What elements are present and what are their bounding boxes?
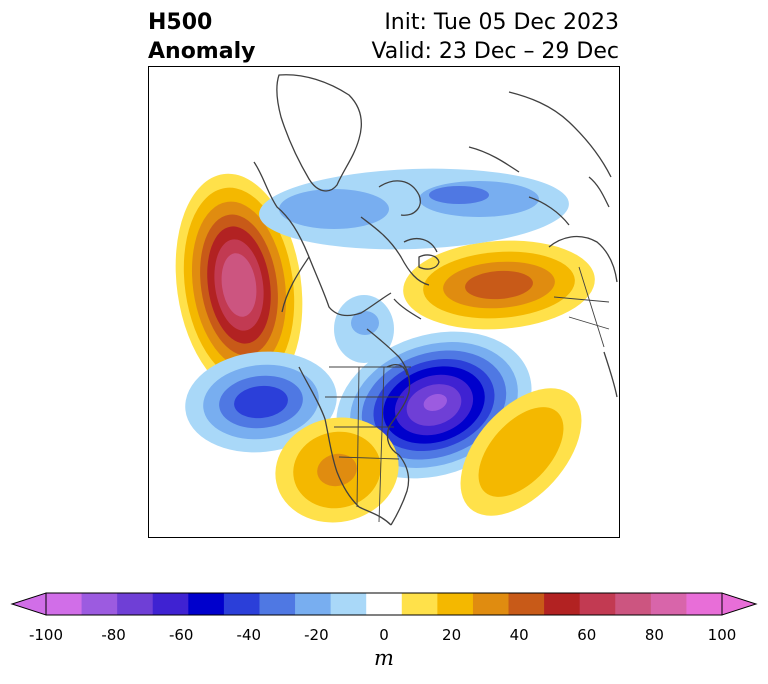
colorbar-segment [295, 593, 332, 615]
anomaly-map [175, 74, 618, 526]
colorbar-segment [579, 593, 616, 615]
title-init-date: Init: Tue 05 Dec 2023 [384, 10, 619, 35]
colorbar-segment [81, 593, 118, 615]
map-title-right: Init: Tue 05 Dec 2023 Valid: 23 Dec – 29… [371, 8, 619, 66]
colorbar-segment [259, 593, 296, 615]
colorbar-tick-label: 40 [509, 626, 529, 644]
anomaly-northern-russia [403, 240, 595, 330]
anomaly-north-pacific [185, 351, 337, 453]
colorbar-segment [472, 593, 510, 615]
colorbar-segment [152, 593, 189, 615]
colorbar-tick-label: 100 [707, 626, 737, 644]
colorbar-segment [188, 593, 225, 615]
title-valid-range: Valid: 23 Dec – 29 Dec [371, 39, 619, 64]
colorbar-segment [223, 593, 260, 615]
colorbar-segment [508, 593, 545, 615]
map-panel [148, 66, 620, 538]
colorbar-tick-label: -60 [168, 626, 194, 644]
colorbar-segment [686, 593, 723, 615]
anomaly-arctic-band [259, 168, 569, 250]
map-title-left: H500 Anomaly [148, 8, 255, 66]
colorbar-tick-label: -100 [28, 626, 64, 644]
coastlines [253, 74, 618, 526]
anomaly-beaufort-lobe [334, 295, 394, 363]
colorbar-tick-label: 20 [442, 626, 462, 644]
colorbar-tick-label: -40 [236, 626, 262, 644]
colorbar-segment [46, 593, 83, 615]
colorbar-frame [45, 592, 723, 616]
colorbar [10, 592, 758, 616]
colorbar-extend-max [721, 592, 758, 616]
colorbar-segment [615, 593, 652, 615]
anomaly-western-atlantic [460, 388, 582, 516]
colorbar-segment [117, 593, 154, 615]
colorbar-segment [401, 593, 438, 615]
colorbar-segment [650, 593, 687, 615]
colorbar-segment [366, 593, 403, 615]
colorbar-tick-label: -20 [304, 626, 329, 644]
colorbar-unit-label: m [374, 646, 394, 670]
title-variable: H500 [148, 10, 213, 35]
colorbar-segment [544, 593, 581, 615]
colorbar-tick-label: 80 [644, 626, 664, 644]
colorbar-segment [437, 593, 474, 615]
colorbar-tick-label: 0 [379, 626, 389, 644]
anomaly-gulf-of-alaska [175, 173, 303, 397]
colorbar-extend-min [10, 592, 47, 616]
colorbar-tick-label: -80 [101, 626, 126, 644]
title-field: Anomaly [148, 39, 256, 64]
colorbar-segment [330, 593, 367, 615]
colorbar-tick-label: 60 [577, 626, 597, 644]
